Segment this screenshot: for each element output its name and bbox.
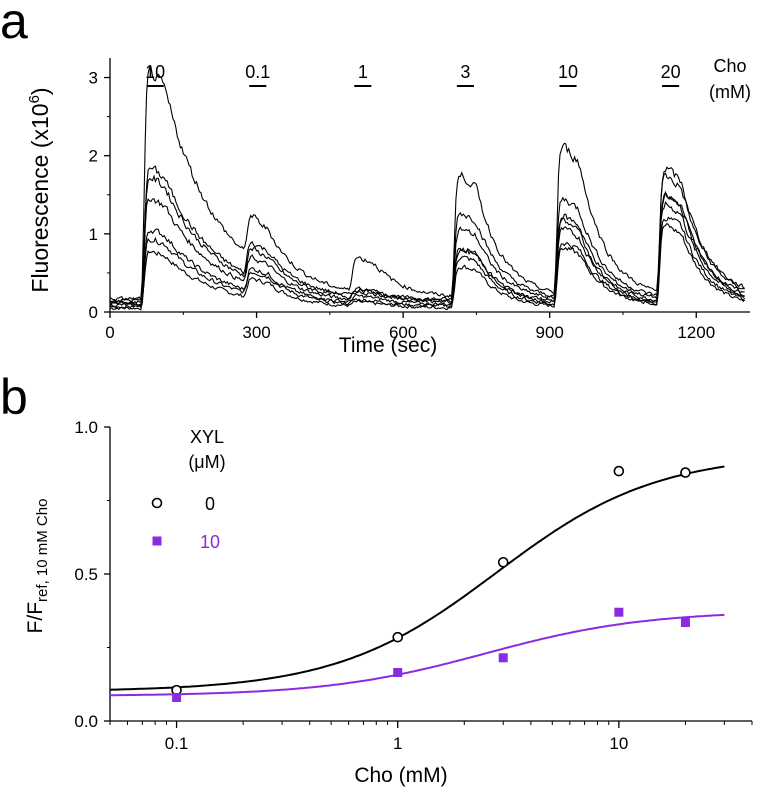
stimulus-label: 20 — [661, 62, 681, 82]
stimulus-label: 0.1 — [245, 62, 270, 82]
stimulus-label: 3 — [460, 62, 470, 82]
panel-b-chart: 0.1 1 10 0.0 0.5 1.0 Cho (mM) F/Fref, 10 mM Cho… — [24, 418, 753, 787]
x-tick-label: 10 — [609, 734, 628, 753]
panel-a-chart: 0 300 600 900 1200 0 1 2 3 Time (sec) Fluorescence… — [26, 56, 751, 357]
stimulus-unit-label: Cho — [713, 56, 746, 76]
y-axis-label: Fluorescence (x106) — [26, 87, 53, 292]
trace-line — [109, 165, 745, 303]
y-axis-label-sup: 6 — [26, 95, 43, 103]
trace-line — [109, 201, 746, 308]
stimulus-label: 10 — [558, 62, 578, 82]
y-tick-label: 1 — [89, 225, 98, 244]
legend-marker-square — [152, 536, 162, 546]
data-point-circle — [613, 465, 625, 477]
x-tick-label: 300 — [242, 323, 270, 342]
stimulus-label: 1 — [358, 62, 368, 82]
fit-curve-0 — [109, 465, 725, 691]
x-tick-label: 1 — [393, 734, 402, 753]
data-point-square — [172, 692, 182, 702]
y-tick-label: 3 — [89, 69, 98, 88]
panel-a-letter: a — [0, 0, 28, 49]
trace-line — [109, 66, 745, 302]
trace-line — [109, 217, 745, 311]
legend-label: 0 — [205, 494, 215, 514]
fit-curve-1 — [110, 613, 725, 697]
data-point-square — [393, 667, 403, 677]
y-axis-label-close: ) — [27, 87, 53, 95]
data-point-square — [498, 653, 508, 663]
y-tick-label: 1.0 — [74, 418, 98, 437]
x-axis-label: Cho (mM) — [354, 764, 447, 787]
y-tick-label: 2 — [89, 147, 98, 166]
y-tick-label: 0.5 — [74, 565, 98, 584]
x-tick-label: 1200 — [677, 323, 715, 342]
data-point-circle — [680, 467, 691, 478]
trace-line — [109, 174, 745, 305]
y-tick-label: 0 — [89, 303, 98, 322]
x-tick-label: 600 — [389, 323, 417, 342]
data-point-square — [680, 618, 690, 628]
legend-title: XYL — [190, 427, 224, 447]
legend-title: (μM) — [188, 452, 225, 472]
x-axis-label: Time (sec) — [339, 334, 437, 357]
y-axis-label-main: Fluorescence (x10 — [27, 103, 53, 292]
stimulus-unit-label: (mM) — [709, 82, 751, 102]
x-tick-label: 0 — [105, 323, 114, 342]
data-point-circle — [497, 556, 509, 568]
y-axis-label-main: F/F — [24, 602, 47, 634]
x-tick-label: 900 — [536, 323, 564, 342]
trace-line — [109, 216, 746, 310]
data-point-circle — [392, 631, 404, 643]
legend-marker-circle — [151, 497, 163, 509]
panel-b-letter: b — [0, 369, 28, 425]
y-axis-label-sub: ref, 10 mM Cho — [34, 499, 51, 602]
y-axis-label: F/Fref, 10 mM Cho — [24, 499, 51, 634]
x-tick-label: 0.1 — [165, 734, 189, 753]
y-tick-label: 0.0 — [74, 712, 98, 731]
legend-label: 10 — [200, 532, 220, 552]
trace-line — [109, 190, 745, 306]
data-point-square — [614, 607, 624, 617]
